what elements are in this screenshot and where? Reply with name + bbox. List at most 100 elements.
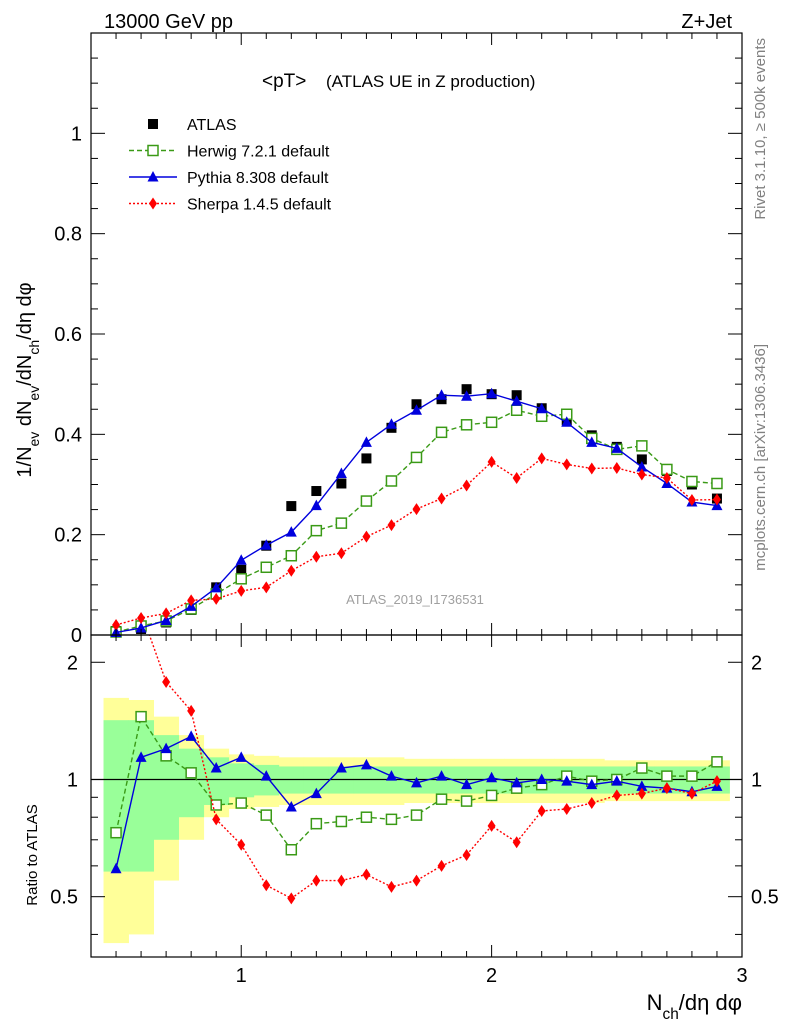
data-point bbox=[510, 404, 523, 417]
y-tick-label: 0.2 bbox=[54, 525, 82, 547]
data-point bbox=[360, 495, 373, 507]
ratio-point bbox=[587, 797, 596, 810]
series-pythia-8-308-default bbox=[110, 387, 723, 637]
rivet-label: Rivet 3.1.10, ≥ 500k events bbox=[752, 38, 769, 220]
ratio-point bbox=[562, 802, 571, 815]
series-sherpa-1-4-5-default bbox=[112, 452, 721, 631]
ratio-point bbox=[712, 775, 721, 788]
legend-marker bbox=[147, 144, 159, 157]
data-point bbox=[311, 486, 322, 497]
plot-subtitle: (ATLAS UE in Z production) bbox=[326, 72, 535, 91]
y-tick-label: 1 bbox=[71, 123, 82, 145]
data-point bbox=[711, 477, 723, 490]
ratio-point bbox=[436, 770, 448, 781]
legend-marker bbox=[148, 119, 158, 129]
y-tick-label: 0 bbox=[71, 625, 82, 647]
data-point bbox=[612, 461, 621, 474]
ratio-point bbox=[212, 813, 221, 826]
legend-label: Pythia 8.308 default bbox=[187, 170, 329, 187]
data-point bbox=[285, 549, 298, 562]
ratio-point bbox=[362, 868, 371, 881]
ratio-y-axis-label: Ratio to ATLAS bbox=[24, 804, 41, 905]
data-point bbox=[235, 554, 247, 565]
data-point bbox=[335, 517, 348, 529]
ratio-point bbox=[485, 789, 498, 802]
data-point bbox=[437, 492, 446, 505]
ratio-point bbox=[387, 880, 396, 893]
ratio-point bbox=[135, 710, 147, 723]
data-point bbox=[162, 607, 171, 620]
data-point bbox=[337, 547, 346, 560]
header-left: 13000 GeV pp bbox=[104, 11, 233, 33]
data-point bbox=[712, 493, 721, 506]
ratio-point bbox=[486, 771, 498, 783]
data-point bbox=[360, 436, 372, 447]
data-point bbox=[486, 387, 498, 399]
data-point bbox=[687, 494, 696, 507]
ratio-panel-series bbox=[110, 635, 723, 905]
ratio-point bbox=[536, 773, 548, 784]
legend-marker bbox=[147, 171, 159, 182]
data-point bbox=[287, 564, 296, 577]
ratio-point bbox=[135, 751, 147, 762]
data-point bbox=[536, 402, 548, 414]
ratio-point bbox=[185, 730, 197, 741]
ratio-point bbox=[187, 704, 196, 717]
data-point bbox=[112, 618, 121, 631]
data-point bbox=[260, 539, 272, 550]
legend-marker bbox=[149, 197, 157, 210]
ratio-point bbox=[461, 778, 473, 790]
data-point bbox=[461, 390, 473, 401]
data-point bbox=[336, 478, 347, 489]
data-point bbox=[511, 390, 522, 401]
ratio-point bbox=[287, 892, 296, 905]
ratio-point bbox=[110, 826, 122, 839]
data-point bbox=[310, 524, 323, 537]
y-tick-label: 0.6 bbox=[54, 324, 82, 346]
legend-item-atlas: ATLAS bbox=[148, 117, 237, 134]
legend-label: ATLAS bbox=[187, 117, 237, 134]
ratio-point bbox=[210, 799, 222, 811]
ratio-point bbox=[537, 804, 546, 817]
ratio-point bbox=[335, 762, 347, 773]
ratio-point bbox=[686, 770, 698, 782]
ratio-point bbox=[310, 787, 322, 799]
ratio-point bbox=[462, 848, 471, 861]
ratio-point bbox=[285, 843, 298, 856]
data-point bbox=[686, 475, 698, 488]
x-tick-label: 2 bbox=[486, 965, 497, 987]
data-point bbox=[262, 581, 271, 594]
data-point bbox=[160, 614, 172, 625]
legend-item-sherpa-1-4-5-default: Sherpa 1.4.5 default bbox=[129, 197, 332, 214]
ratio-point bbox=[110, 862, 122, 874]
ratio-point bbox=[637, 787, 646, 800]
legend-item-pythia-8-308-default: Pythia 8.308 default bbox=[129, 170, 329, 187]
ratio-point bbox=[260, 809, 273, 821]
ratio-band-inner bbox=[228, 763, 255, 798]
data-point bbox=[137, 611, 146, 624]
data-point bbox=[385, 418, 397, 429]
ratio-point bbox=[337, 874, 346, 887]
data-point bbox=[312, 550, 321, 563]
ratio-y-tick-label: 1 bbox=[67, 769, 78, 791]
main-panel-series bbox=[110, 384, 723, 638]
data-point bbox=[435, 426, 448, 439]
ratio-point bbox=[711, 756, 723, 768]
ratio-series-sherpa-1-4-5-default bbox=[148, 635, 721, 905]
ratio-point bbox=[235, 751, 247, 762]
legend-label: Sherpa 1.4.5 default bbox=[187, 197, 332, 214]
data-point bbox=[636, 454, 647, 465]
ratio-point bbox=[487, 819, 496, 832]
ratio-band-inner bbox=[103, 720, 129, 872]
ratio-point bbox=[460, 795, 473, 807]
data-point bbox=[385, 475, 398, 487]
y-tick-label: 0.8 bbox=[54, 224, 82, 246]
ratio-point bbox=[335, 815, 348, 828]
axis-ticks bbox=[91, 32, 742, 957]
data-point bbox=[436, 389, 448, 400]
ratio-point bbox=[687, 787, 696, 800]
data-point bbox=[411, 404, 422, 415]
data-point bbox=[286, 501, 297, 512]
ratio-point bbox=[437, 859, 446, 872]
